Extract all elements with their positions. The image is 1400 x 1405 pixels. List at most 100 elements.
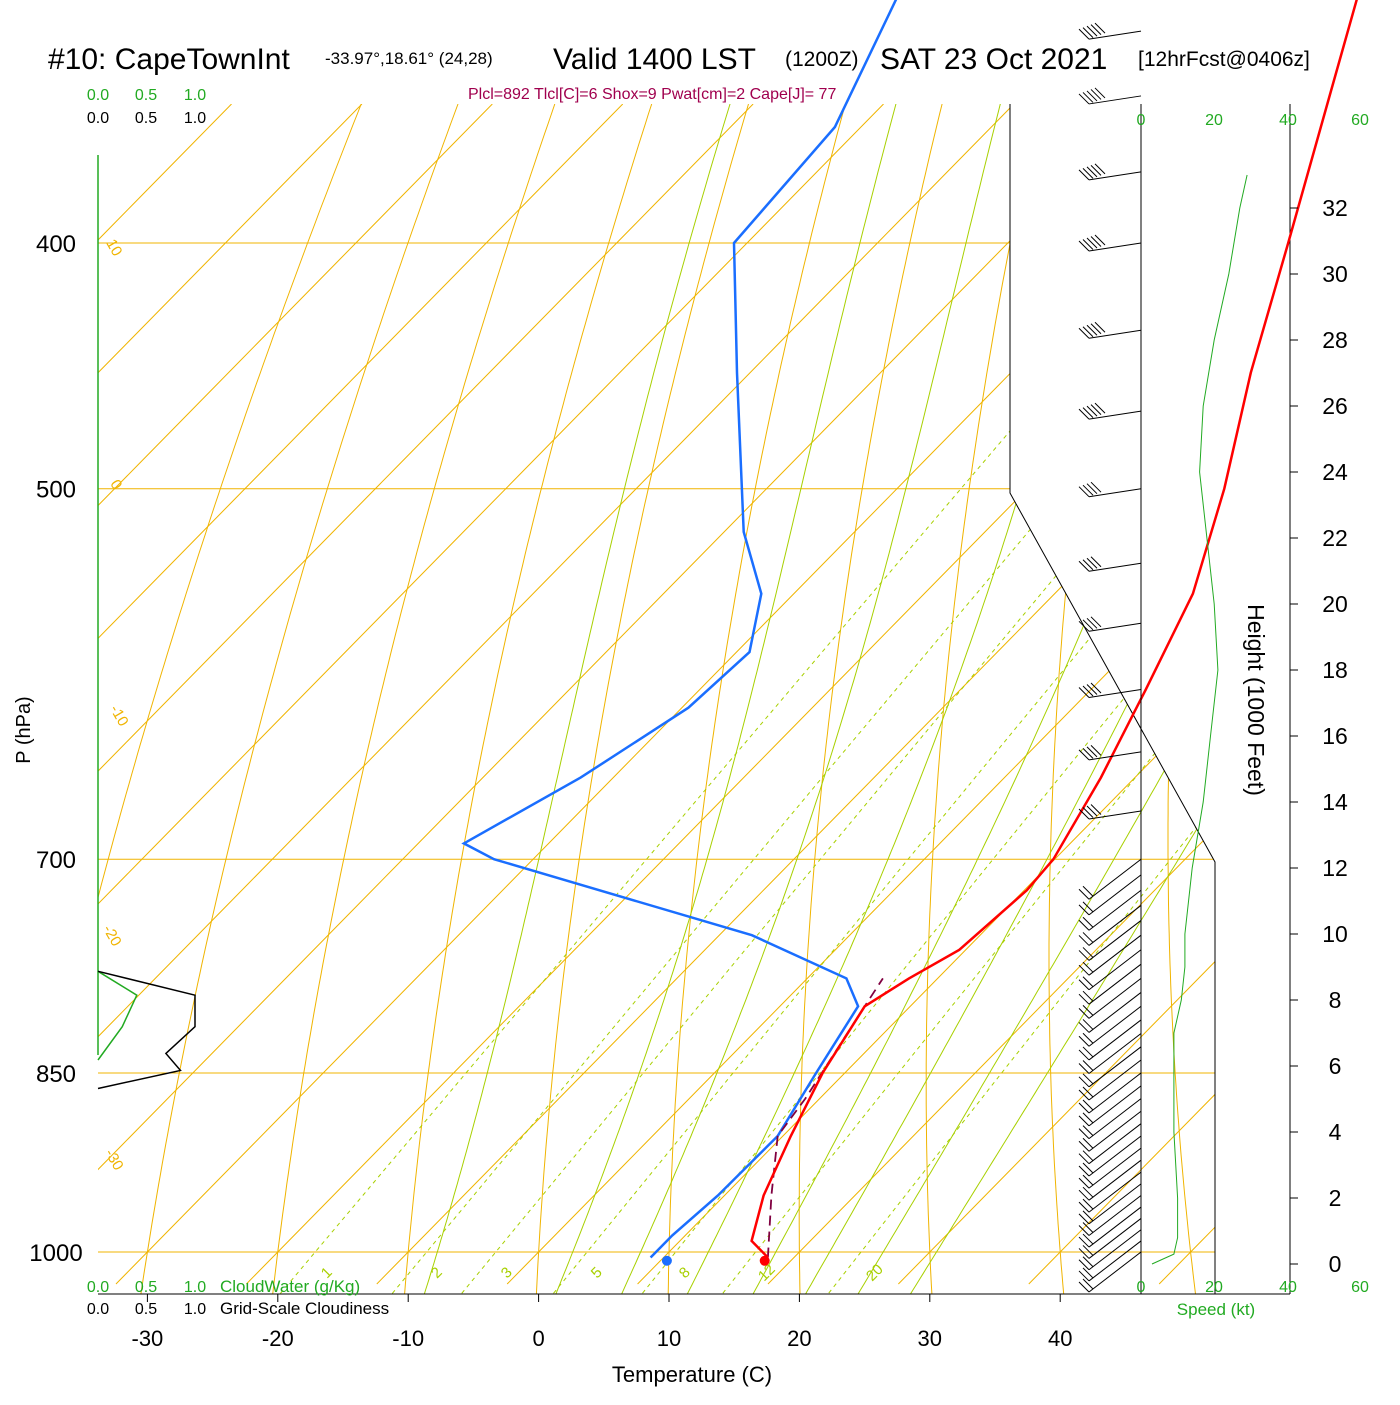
wind-barb-feather [1087, 484, 1097, 494]
wind-barb [1089, 243, 1141, 251]
height-tick-label: 12 [1322, 855, 1348, 881]
wind-barb [1089, 811, 1141, 819]
wind-barb-feather [1079, 328, 1089, 338]
height-tick-label: 14 [1322, 789, 1348, 815]
moist-adiabat-line [747, 0, 1366, 1306]
moist-adiabat-line [799, 0, 1400, 1306]
wind-barb [1089, 489, 1141, 497]
x-tick-label: -10 [392, 1326, 424, 1351]
wind-barb-feather [1095, 235, 1105, 245]
wind-barb-feather [1087, 806, 1097, 816]
wind-barb-feather [1091, 745, 1101, 755]
x-tick-label: -30 [132, 1326, 164, 1351]
wind-barb [1089, 563, 1141, 571]
valid-time: Valid 1400 LST [553, 43, 756, 76]
dry-adiabat-line [9, 104, 361, 1294]
x-tick-label: 40 [1048, 1326, 1072, 1351]
valid-date: SAT 23 Oct 2021 [880, 43, 1107, 76]
wind-barb-feather [1087, 406, 1097, 416]
height-tick-label: 2 [1329, 1185, 1342, 1211]
wind-barb-feather [1079, 621, 1089, 631]
pressure-tick-label: 1000 [29, 1240, 82, 1267]
dry-adiabat-line [1168, 104, 1233, 1294]
wind-barb-feather [1087, 238, 1097, 248]
x-tick-label: 20 [787, 1326, 811, 1351]
cloudwater-bottom-tick: 1.0 [184, 1279, 206, 1296]
wind-barb [1089, 1148, 1141, 1188]
wind-barb-feather [1091, 165, 1101, 175]
wind-barb-feather [1087, 26, 1097, 36]
wind-barb-feather [1083, 327, 1093, 337]
dry-adiabat-line [926, 104, 1039, 1294]
wind-barb [1089, 1172, 1141, 1212]
pressure-tick-label: 500 [36, 477, 76, 504]
wind-barb [1089, 1073, 1141, 1113]
mixing-ratio-label: 5 [588, 1264, 606, 1282]
speed-bottom-tick: 20 [1205, 1279, 1223, 1296]
cloudiness-bottom-tick: 0.5 [135, 1301, 157, 1318]
dry-adiabat-line [273, 104, 555, 1294]
cloudiness-bottom-tick: 0.0 [87, 1301, 109, 1318]
x-tick-label: 0 [532, 1326, 544, 1351]
cloudwater-bottom-tick: 0.0 [87, 1279, 109, 1296]
wind-barb-feather [1083, 28, 1093, 38]
cloudiness-line [98, 971, 195, 1088]
wind-barb [1089, 920, 1141, 960]
surface-temperature-dot [760, 1256, 770, 1266]
isotherm-line [0, 104, 623, 1284]
wind-barb [1089, 1160, 1141, 1200]
x-axis-title: Temperature (C) [612, 1362, 772, 1387]
isotherm-label: 10 [102, 236, 125, 259]
wind-barb-feather [1095, 403, 1105, 413]
height-tick-label: 6 [1329, 1053, 1342, 1079]
height-tick-label: 22 [1322, 525, 1348, 551]
wind-barb-feather [1087, 91, 1097, 101]
wind-barb [1089, 1099, 1141, 1139]
isotherm-label: -20 [99, 922, 125, 949]
wind-barb-feather [1083, 408, 1093, 418]
height-tick-label: 30 [1322, 261, 1348, 287]
wind-panel [1079, 0, 1247, 1294]
wind-barb [1089, 1252, 1141, 1292]
height-tick-label: 0 [1329, 1251, 1342, 1277]
height-tick-label: 8 [1329, 987, 1342, 1013]
cloud-panel [98, 971, 195, 1088]
wind-barb-feather [1079, 561, 1089, 571]
wind-barb-feather [1087, 167, 1097, 177]
wind-barb [1089, 689, 1141, 697]
isotherm-label: -30 [101, 1146, 127, 1173]
wind-barb [1089, 859, 1141, 899]
wind-barb-feather [1079, 750, 1089, 760]
dry-adiabat-line [1395, 104, 1400, 1294]
isotherm-line [116, 104, 1275, 1284]
mixing-ratio-line [633, 243, 1400, 1306]
dry-adiabat-line [1049, 104, 1136, 1294]
mixing-ratio-label: 20 [863, 1261, 887, 1285]
wind-barb-feather [1083, 168, 1093, 178]
speed-bottom-tick: 0 [1137, 1279, 1146, 1296]
height-tick-label: 10 [1322, 921, 1348, 947]
isotherm-line [638, 104, 1400, 1284]
speed-top-tick: 20 [1205, 112, 1223, 129]
mixing-ratio-line [543, 243, 1400, 1306]
x-tick-label: 30 [918, 1326, 942, 1351]
x-tick-label: 10 [657, 1326, 681, 1351]
wind-barb-feather [1091, 25, 1101, 35]
speed-bottom-tick: 40 [1279, 1279, 1297, 1296]
wind-barb [1089, 1060, 1141, 1100]
wind-barb [1089, 752, 1141, 760]
wind-barb [1089, 875, 1141, 915]
height-tick-label: 24 [1322, 459, 1348, 485]
cloud-water-line [98, 971, 137, 1060]
wind-barb-feather [1083, 807, 1093, 817]
dry-adiabat-line [536, 104, 748, 1294]
wind-barb-feather [1087, 684, 1097, 694]
wind-barb-feather [1087, 558, 1097, 568]
wind-barb [1089, 1230, 1141, 1270]
cloudwater-bottom-tick: 0.5 [135, 1279, 157, 1296]
wind-barb-feather [1091, 405, 1101, 415]
wind-barb [1089, 96, 1141, 104]
wind-barb-feather [1095, 23, 1105, 33]
mixing-ratio-line [270, 243, 1170, 1306]
